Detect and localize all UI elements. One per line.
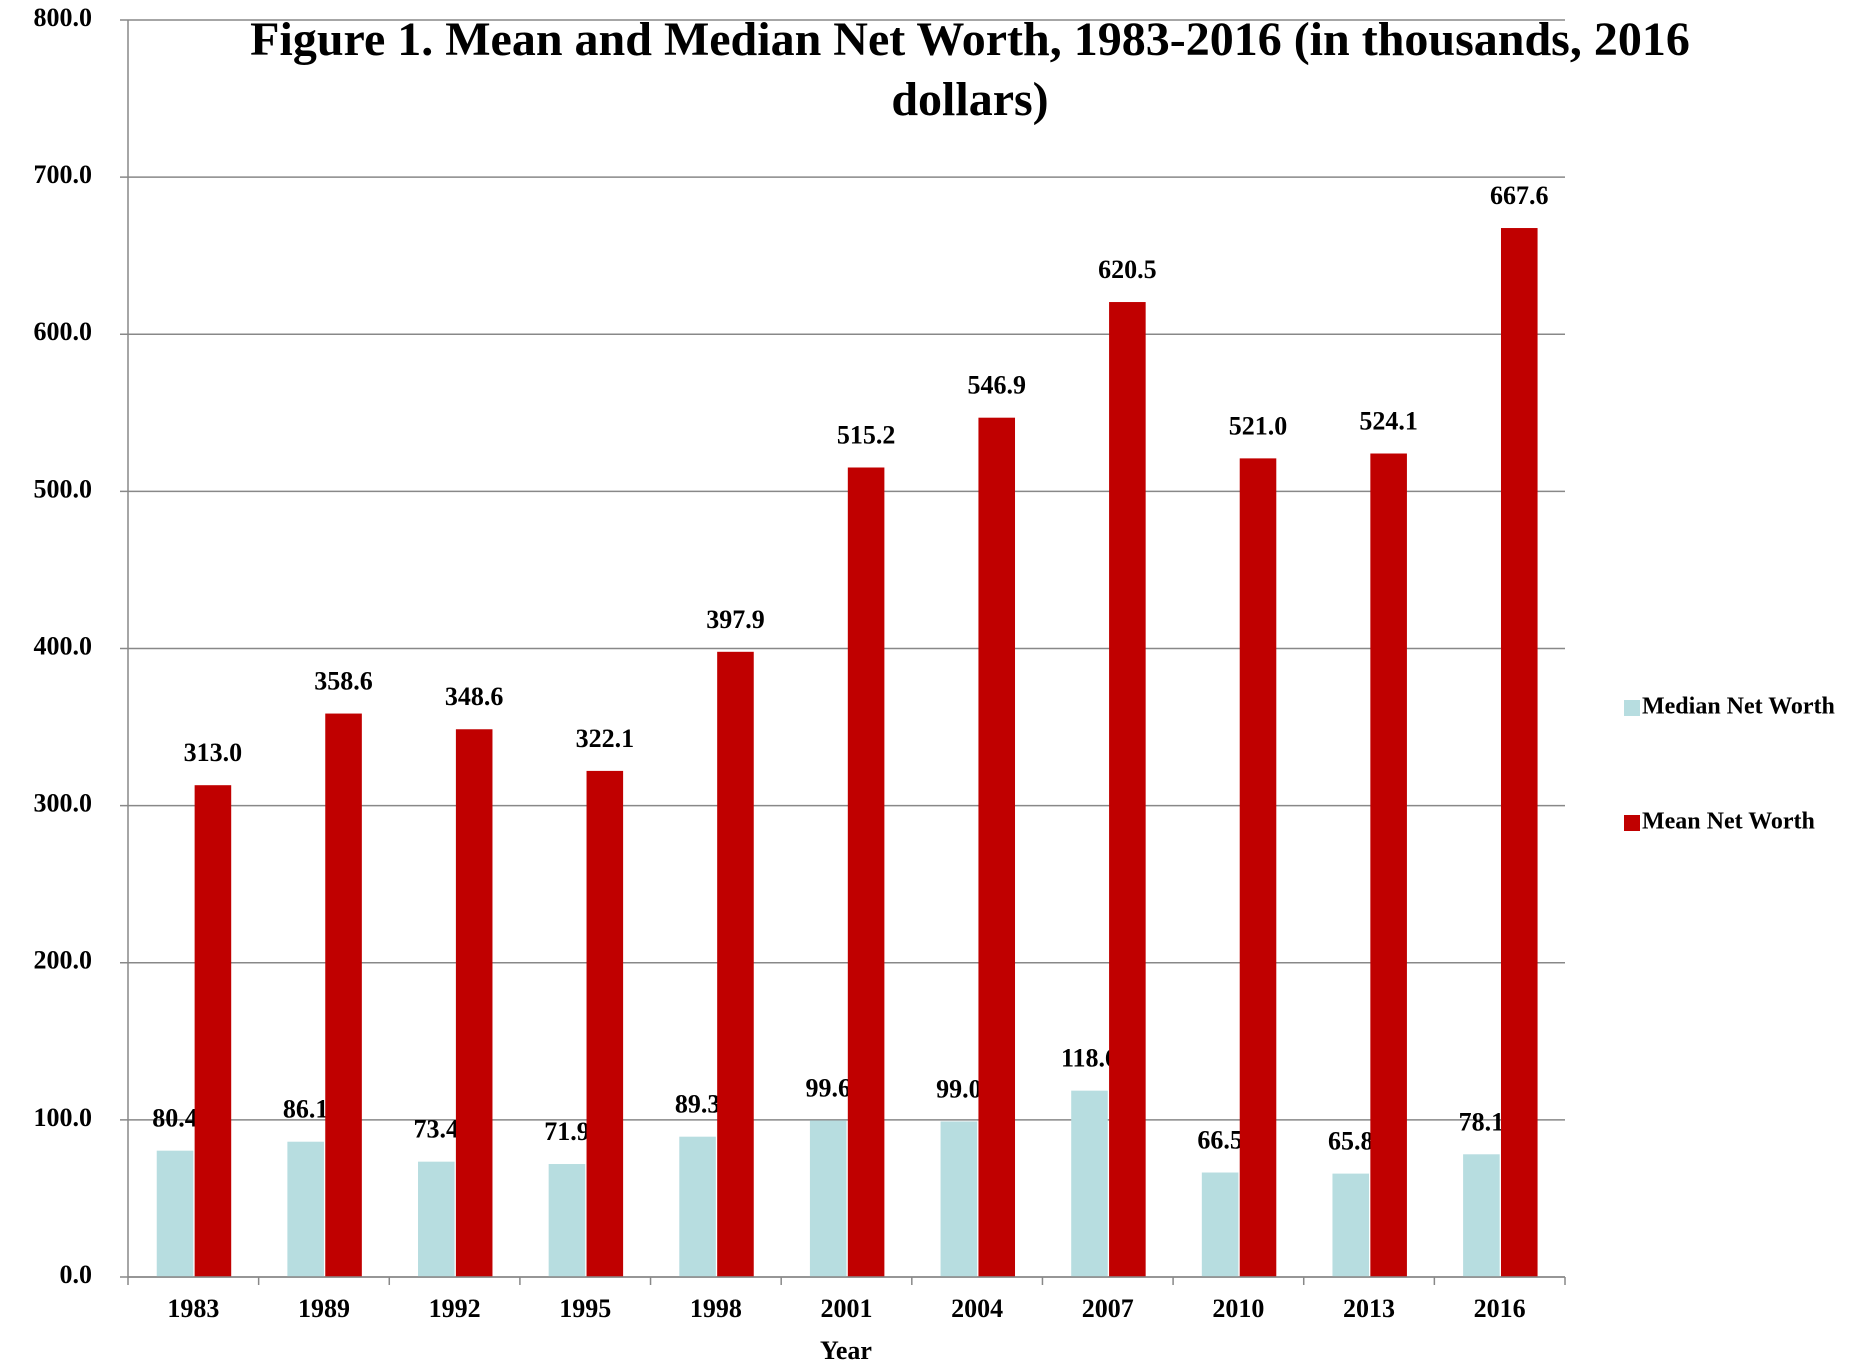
y-tick-label: 800.0 — [34, 3, 93, 32]
data-label: 348.6 — [445, 682, 504, 711]
x-tick-label: 2010 — [1212, 1294, 1264, 1323]
data-label: 66.5 — [1197, 1125, 1243, 1154]
legend-swatch — [1624, 815, 1640, 831]
y-tick-label: 400.0 — [34, 631, 93, 660]
bar — [1500, 228, 1538, 1278]
data-label: 99.6 — [805, 1073, 851, 1102]
bar — [809, 1120, 847, 1277]
data-label: 80.4 — [152, 1104, 198, 1133]
y-tick-label: 600.0 — [34, 317, 93, 346]
data-label: 118.6 — [1061, 1044, 1118, 1073]
y-tick-label: 0.0 — [60, 1260, 93, 1289]
data-label: 313.0 — [184, 738, 243, 767]
bar — [978, 417, 1016, 1278]
data-label: 322.1 — [576, 724, 635, 753]
data-label: 515.2 — [837, 420, 896, 449]
x-axis-label: Year — [820, 1336, 872, 1364]
bar — [1239, 458, 1277, 1277]
x-tick-label: 1989 — [298, 1294, 350, 1323]
y-tick-label: 300.0 — [34, 789, 93, 818]
data-label: 524.1 — [1359, 406, 1418, 435]
bar — [679, 1136, 716, 1277]
data-label: 65.8 — [1328, 1127, 1374, 1156]
title-box: Figure 1. Mean and Median Net Worth, 198… — [250, 13, 1690, 126]
data-label: 89.3 — [675, 1090, 721, 1119]
bar — [418, 1161, 455, 1277]
bar — [1463, 1154, 1500, 1277]
bar — [1332, 1173, 1370, 1277]
x-tick-label: 1998 — [690, 1294, 742, 1323]
x-tick-label: 1995 — [559, 1294, 611, 1323]
data-label: 358.6 — [314, 667, 373, 696]
x-tick-label: 1992 — [429, 1294, 481, 1323]
x-tick-label: 2001 — [821, 1294, 873, 1323]
data-label: 546.9 — [967, 371, 1026, 400]
bar — [325, 713, 362, 1277]
bar — [156, 1150, 194, 1277]
bar — [1201, 1172, 1239, 1277]
data-label: 78.1 — [1459, 1107, 1505, 1136]
bar — [455, 729, 493, 1277]
bar — [1109, 302, 1146, 1277]
data-label: 99.0 — [936, 1074, 982, 1103]
x-tick-label: 2016 — [1474, 1294, 1526, 1323]
bar — [847, 467, 885, 1277]
x-tick-label: 2013 — [1343, 1294, 1395, 1323]
data-label: 397.9 — [706, 605, 765, 634]
bar — [1370, 453, 1407, 1277]
data-label: 73.4 — [414, 1115, 460, 1144]
bar — [1071, 1090, 1108, 1277]
data-label: 620.5 — [1098, 255, 1157, 284]
x-tick-label: 2004 — [951, 1294, 1003, 1323]
chart-title: Figure 1. Mean and Median Net Worth, 198… — [250, 13, 1690, 126]
x-tick-label: 1983 — [167, 1294, 219, 1323]
data-label: 667.6 — [1490, 181, 1549, 210]
data-label: 521.0 — [1229, 411, 1288, 440]
legend-label: Median Net Worth — [1642, 694, 1835, 720]
y-tick-label: 500.0 — [34, 474, 93, 503]
y-tick-label: 100.0 — [34, 1103, 93, 1132]
legend-label: Mean Net Worth — [1642, 809, 1815, 835]
data-label: 86.1 — [283, 1095, 329, 1124]
bar — [940, 1121, 978, 1277]
y-tick-label: 200.0 — [34, 946, 93, 975]
y-tick-label: 700.0 — [34, 160, 93, 189]
bar — [717, 651, 754, 1277]
bar — [586, 770, 624, 1277]
bar — [548, 1164, 586, 1277]
legend-swatch — [1624, 700, 1640, 716]
bar — [194, 785, 232, 1277]
data-label: 71.9 — [544, 1117, 590, 1146]
bar — [287, 1141, 324, 1277]
x-tick-label: 2007 — [1082, 1294, 1134, 1323]
